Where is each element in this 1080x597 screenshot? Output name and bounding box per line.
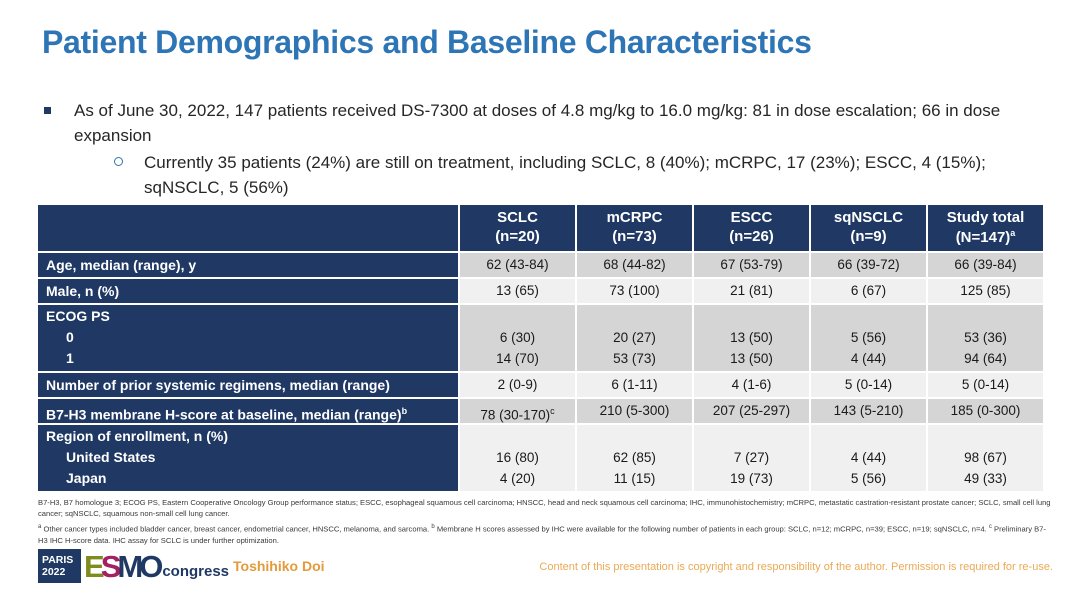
cell-mcrpc: 62 (85) 11 (15): [575, 425, 692, 491]
table-row-male: Male, n (%) 13 (65) 73 (100) 21 (81) 6 (…: [38, 279, 1043, 303]
column-header-sclc: SCLC (n=20): [458, 205, 575, 251]
column-header-line2: (N=147)a: [955, 227, 1016, 246]
group-title: ECOG PS: [46, 308, 110, 324]
cell-sqnsclc: 5 (56) 4 (44): [809, 305, 926, 371]
cell-sclc: 16 (80) 4 (20): [458, 425, 575, 491]
table-row-ecog-ps: ECOG PS 0 1 6 (30) 14 (70) 20 (27) 53 (7…: [38, 305, 1043, 371]
row-label: Male, n (%): [38, 279, 458, 303]
group-title: Region of enrollment, n (%): [46, 428, 228, 444]
superscript-a: a: [1010, 227, 1016, 238]
table-header-corner: [38, 205, 458, 251]
table-row-b7h3-hscore: B7-H3 membrane H-score at baseline, medi…: [38, 399, 1043, 423]
footnote-markers: a Other cancer types included bladder ca…: [38, 523, 1046, 545]
superscript-a: a: [38, 523, 42, 530]
cell-sclc: 13 (65): [458, 279, 575, 303]
cell-sqnsclc: 6 (67): [809, 279, 926, 303]
cell-sqnsclc: 143 (5-210): [809, 399, 926, 423]
sub-bullet-text: Currently 35 patients (24%) are still on…: [144, 153, 986, 197]
sub-bullet: Currently 35 patients (24%) are still on…: [114, 151, 1054, 200]
copyright-notice: Content of this presentation is copyrigh…: [539, 561, 1053, 573]
column-header-line1: Study total: [946, 208, 1025, 226]
main-bullet-text: As of June 30, 2022, 147 patients receiv…: [74, 101, 1001, 145]
row-label: B7-H3 membrane H-score at baseline, medi…: [38, 399, 458, 423]
cell-sqnsclc: 66 (39-72): [809, 253, 926, 277]
column-header-line1: sqNSCLC: [833, 209, 904, 227]
demographics-table: SCLC (n=20) mCRPC (n=73) ESCC (n=26) sqN…: [38, 205, 1043, 491]
cell-mcrpc: 68 (44-82): [575, 253, 692, 277]
table-header-row: SCLC (n=20) mCRPC (n=73) ESCC (n=26) sqN…: [38, 205, 1043, 251]
badge-year: 2022: [42, 566, 66, 578]
footnotes: B7-H3, B7 homologue 3; ECOG PS, Eastern …: [38, 497, 1052, 549]
cell-escc: 21 (81): [692, 279, 809, 303]
table-row-region: Region of enrollment, n (%) United State…: [38, 425, 1043, 491]
cell-total: 5 (0-14): [926, 373, 1043, 397]
column-header-line2: (n=26): [729, 228, 774, 245]
congress-label: congress: [162, 563, 230, 580]
circle-bullet-icon: [114, 157, 123, 166]
table-row-prior-regimens: Number of prior systemic regimens, media…: [38, 373, 1043, 397]
superscript-c: c: [550, 406, 555, 416]
cell-total: 185 (0-300): [926, 399, 1043, 423]
column-header-study-total: Study total (N=147)a: [926, 205, 1043, 251]
badge-city: PARIS: [42, 553, 74, 566]
column-header-line2: (n=73): [612, 228, 657, 245]
cell-escc: 4 (1-6): [692, 373, 809, 397]
cell-mcrpc: 6 (1-11): [575, 373, 692, 397]
column-header-line1: SCLC: [497, 209, 538, 227]
column-header-line2: (n=9): [850, 228, 887, 245]
cell-total: 98 (67) 49 (33): [926, 425, 1043, 491]
cell-sclc: 2 (0-9): [458, 373, 575, 397]
group-sublabel: Japan: [66, 470, 107, 486]
cell-sclc: 62 (43-84): [458, 253, 575, 277]
cell-mcrpc: 73 (100): [575, 279, 692, 303]
group-sublabel: 1: [66, 350, 74, 366]
column-header-line1: mCRPC: [606, 209, 663, 227]
group-sublabel: 0: [66, 329, 74, 345]
column-header-mcrpc: mCRPC (n=73): [575, 205, 692, 251]
row-label: Age, median (range), y: [38, 253, 458, 277]
cell-total: 53 (36) 94 (64): [926, 305, 1043, 371]
column-header-escc: ESCC (n=26): [692, 205, 809, 251]
page-title: Patient Demographics and Baseline Charac…: [42, 24, 812, 60]
cell-sqnsclc: 4 (44) 5 (56): [809, 425, 926, 491]
footnote-abbreviations: B7-H3, B7 homologue 3; ECOG PS, Eastern …: [38, 498, 1051, 519]
cell-escc: 207 (25-297): [692, 399, 809, 423]
cell-escc: 67 (53-79): [692, 253, 809, 277]
cell-total: 66 (39-84): [926, 253, 1043, 277]
cell-mcrpc: 20 (27) 53 (73): [575, 305, 692, 371]
superscript-b: b: [431, 523, 435, 530]
square-bullet-icon: [44, 107, 51, 114]
column-header-line1: ESCC: [730, 209, 773, 227]
esmo-congress-logo: PARIS 2022 ESMOcongress: [38, 549, 229, 591]
esmo-wordmark: ESMOcongress: [84, 549, 230, 584]
cell-escc: 7 (27) 19 (73): [692, 425, 809, 491]
cell-sqnsclc: 5 (0-14): [809, 373, 926, 397]
presenter-name: Toshihiko Doi: [233, 558, 325, 574]
cell-total: 125 (85): [926, 279, 1043, 303]
group-sublabel: United States: [66, 449, 156, 465]
row-label-group: Region of enrollment, n (%) United State…: [38, 425, 458, 491]
cell-sclc: 6 (30) 14 (70): [458, 305, 575, 371]
column-header-sqnsclc: sqNSCLC (n=9): [809, 205, 926, 251]
paris-2022-badge: PARIS 2022: [38, 549, 81, 583]
superscript-c: c: [988, 523, 992, 530]
row-label: Number of prior systemic regimens, media…: [38, 373, 458, 397]
table-row-age: Age, median (range), y 62 (43-84) 68 (44…: [38, 253, 1043, 277]
column-header-line2: (n=20): [495, 228, 540, 245]
cell-sclc: 78 (30-170)c: [458, 399, 575, 423]
superscript-b: b: [401, 406, 408, 416]
cell-mcrpc: 210 (5-300): [575, 399, 692, 423]
main-bullet: As of June 30, 2022, 147 patients receiv…: [44, 99, 1034, 148]
cell-escc: 13 (50) 13 (50): [692, 305, 809, 371]
row-label-group: ECOG PS 0 1: [38, 305, 458, 371]
